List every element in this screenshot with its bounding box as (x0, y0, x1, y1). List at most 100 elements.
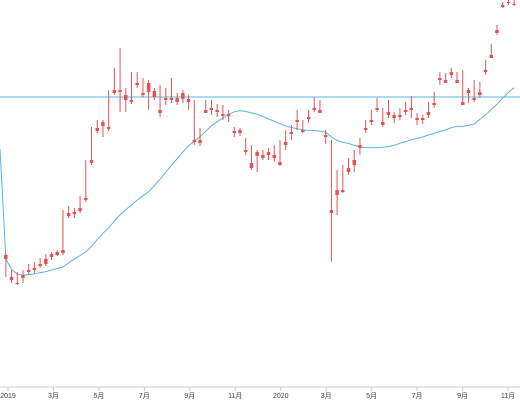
candle-body (181, 93, 185, 99)
candle-body (278, 162, 282, 165)
candle-body (112, 90, 117, 93)
candle (255, 150, 259, 172)
candle-body (426, 112, 431, 115)
candle (49, 252, 54, 260)
candle (266, 148, 271, 160)
candle (432, 92, 436, 108)
candle (129, 72, 134, 104)
candle-body (483, 70, 488, 72)
x-tick-label: 5月 (366, 392, 377, 400)
candle (329, 140, 334, 262)
candle (78, 196, 82, 213)
candle-body (375, 108, 379, 110)
candle-body (381, 122, 385, 125)
candle (95, 120, 99, 133)
candle (358, 138, 362, 155)
x-tick-label: 11月 (228, 392, 242, 400)
candle (198, 128, 202, 146)
candle-body (312, 108, 316, 110)
candle (118, 48, 122, 112)
candle-body (301, 130, 305, 132)
candle-body (226, 114, 231, 116)
candle-body (78, 208, 82, 211)
candle-body (255, 152, 259, 156)
candle-body (369, 120, 374, 122)
candle (186, 95, 191, 110)
candle (506, 0, 511, 5)
candle (449, 68, 454, 78)
candle (158, 85, 162, 117)
candle (209, 100, 214, 115)
candle-body (106, 127, 111, 129)
candle (483, 60, 488, 75)
candle-body (61, 250, 65, 253)
candle-body (32, 268, 37, 270)
candle-body (9, 277, 14, 280)
candle (261, 150, 265, 160)
candle-body (38, 264, 42, 266)
candle (301, 120, 305, 133)
candle-body (249, 163, 254, 168)
candle-body (238, 130, 242, 133)
candle (146, 80, 151, 110)
candle (249, 145, 254, 170)
candle (289, 125, 294, 140)
candle-body (346, 168, 351, 172)
candle-body (4, 255, 8, 259)
candle (421, 115, 425, 124)
candle (426, 102, 431, 118)
candle-body (501, 5, 505, 7)
candle (38, 258, 42, 268)
candle-body (386, 112, 391, 115)
candle (495, 25, 499, 35)
candle-body (141, 93, 145, 95)
candle (386, 100, 391, 118)
candle (323, 130, 328, 144)
candle (346, 158, 351, 175)
candle (101, 120, 105, 137)
candle (21, 270, 25, 283)
candle-body (472, 98, 476, 100)
candle-body (461, 102, 465, 105)
candle (409, 96, 414, 118)
candle (84, 160, 88, 202)
candle-body (438, 78, 442, 80)
candle (9, 270, 14, 283)
candle (169, 78, 174, 103)
candle (318, 100, 322, 113)
candle (415, 113, 419, 125)
candle (363, 120, 368, 133)
candle (375, 98, 379, 112)
candle (15, 272, 19, 285)
candle-body (101, 122, 105, 126)
x-tick-label: 2020 (273, 393, 289, 400)
candle (238, 128, 242, 136)
candle-body (66, 213, 71, 216)
candle-body (266, 152, 271, 155)
candles-layer (4, 0, 516, 285)
candle (392, 112, 396, 123)
candle (181, 90, 185, 103)
candle (244, 138, 248, 155)
candle (381, 108, 385, 127)
candle-body (318, 110, 322, 113)
candle-body (358, 145, 362, 148)
candle (272, 145, 276, 162)
candle-body (124, 95, 128, 100)
candle-body (352, 160, 356, 165)
candle-body (283, 142, 288, 145)
candle-body (363, 128, 368, 130)
candle-body (449, 72, 454, 75)
x-tick-label: 11月 (501, 392, 515, 400)
candle-body (84, 198, 88, 200)
candle-body (186, 99, 191, 102)
candle (312, 97, 316, 112)
candle (443, 73, 448, 83)
candle (4, 253, 8, 277)
candle-body (295, 120, 299, 122)
candle (152, 88, 157, 100)
candle (398, 108, 402, 120)
candle (369, 110, 374, 125)
candle (124, 88, 128, 112)
candle (61, 210, 65, 255)
